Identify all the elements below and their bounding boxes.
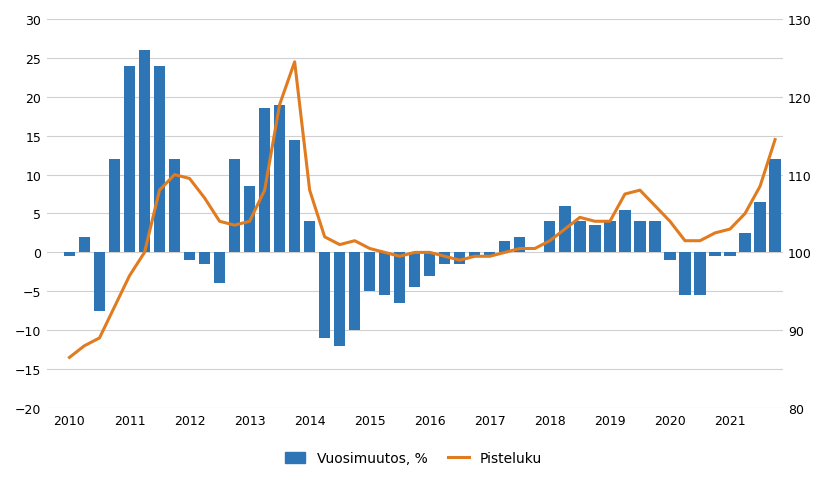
Pisteluku (320, 234, 330, 240)
Pisteluku (605, 219, 615, 225)
Pisteluku (275, 102, 284, 108)
Bar (514, 237, 525, 253)
Bar (724, 253, 736, 257)
Pisteluku (365, 246, 375, 252)
Bar (214, 253, 225, 284)
Line: Pisteluku: Pisteluku (69, 63, 775, 358)
Pisteluku (665, 219, 675, 225)
Bar (484, 253, 495, 257)
Pisteluku (725, 227, 735, 232)
Pisteluku (260, 188, 270, 193)
Pisteluku (350, 239, 360, 244)
Bar (454, 253, 466, 264)
Bar (634, 222, 646, 253)
Bar (695, 253, 705, 296)
Pisteluku (680, 239, 690, 244)
Bar (664, 253, 676, 261)
Bar (364, 253, 375, 292)
Pisteluku (170, 172, 179, 178)
Bar (605, 222, 615, 253)
Bar (139, 51, 151, 253)
Pisteluku (695, 239, 705, 244)
Bar (229, 160, 240, 253)
Bar (304, 222, 315, 253)
Bar (64, 253, 75, 257)
Bar (424, 253, 435, 276)
Pisteluku (394, 254, 404, 260)
Bar (199, 253, 210, 264)
Legend: Vuosimuutos, %, Pisteluku: Vuosimuutos, %, Pisteluku (279, 446, 548, 471)
Bar (124, 67, 135, 253)
Pisteluku (470, 254, 480, 260)
Pisteluku (140, 250, 150, 256)
Pisteluku (560, 227, 570, 232)
Bar (379, 253, 390, 296)
Bar (559, 206, 571, 253)
Pisteluku (215, 219, 225, 225)
Pisteluku (590, 219, 600, 225)
Bar (679, 253, 691, 296)
Pisteluku (304, 188, 314, 193)
Pisteluku (230, 223, 240, 228)
Bar (739, 233, 751, 253)
Pisteluku (485, 254, 495, 260)
Bar (109, 160, 120, 253)
Pisteluku (410, 250, 420, 256)
Pisteluku (740, 211, 750, 217)
Pisteluku (530, 246, 540, 252)
Pisteluku (125, 273, 135, 279)
Pisteluku (425, 250, 435, 256)
Pisteluku (65, 355, 74, 360)
Bar (769, 160, 781, 253)
Bar (93, 253, 105, 311)
Pisteluku (515, 246, 525, 252)
Bar (184, 253, 195, 261)
Bar (574, 222, 586, 253)
Pisteluku (770, 137, 780, 143)
Bar (754, 203, 766, 253)
Bar (154, 67, 165, 253)
Bar (590, 226, 600, 253)
Bar (439, 253, 451, 264)
Pisteluku (635, 188, 645, 193)
Bar (544, 222, 556, 253)
Bar (394, 253, 405, 303)
Pisteluku (650, 204, 660, 209)
Bar (469, 253, 480, 257)
Pisteluku (155, 188, 165, 193)
Bar (619, 210, 630, 253)
Pisteluku (79, 343, 89, 349)
Pisteluku (455, 258, 465, 264)
Bar (319, 253, 330, 338)
Pisteluku (184, 176, 194, 182)
Bar (169, 160, 180, 253)
Pisteluku (289, 60, 299, 66)
Bar (649, 222, 661, 253)
Bar (244, 187, 256, 253)
Bar (349, 253, 361, 331)
Bar (274, 105, 285, 253)
Pisteluku (620, 192, 630, 197)
Pisteluku (109, 304, 119, 310)
Bar (409, 253, 420, 288)
Pisteluku (440, 254, 450, 260)
Bar (500, 241, 510, 253)
Pisteluku (199, 196, 209, 202)
Bar (259, 109, 270, 253)
Pisteluku (380, 250, 390, 256)
Pisteluku (755, 184, 765, 190)
Bar (289, 140, 300, 253)
Pisteluku (545, 239, 555, 244)
Pisteluku (575, 215, 585, 221)
Pisteluku (710, 230, 720, 236)
Pisteluku (500, 250, 509, 256)
Bar (710, 253, 720, 257)
Bar (334, 253, 346, 346)
Pisteluku (245, 219, 255, 225)
Pisteluku (335, 242, 345, 248)
Pisteluku (94, 336, 104, 341)
Bar (79, 237, 90, 253)
